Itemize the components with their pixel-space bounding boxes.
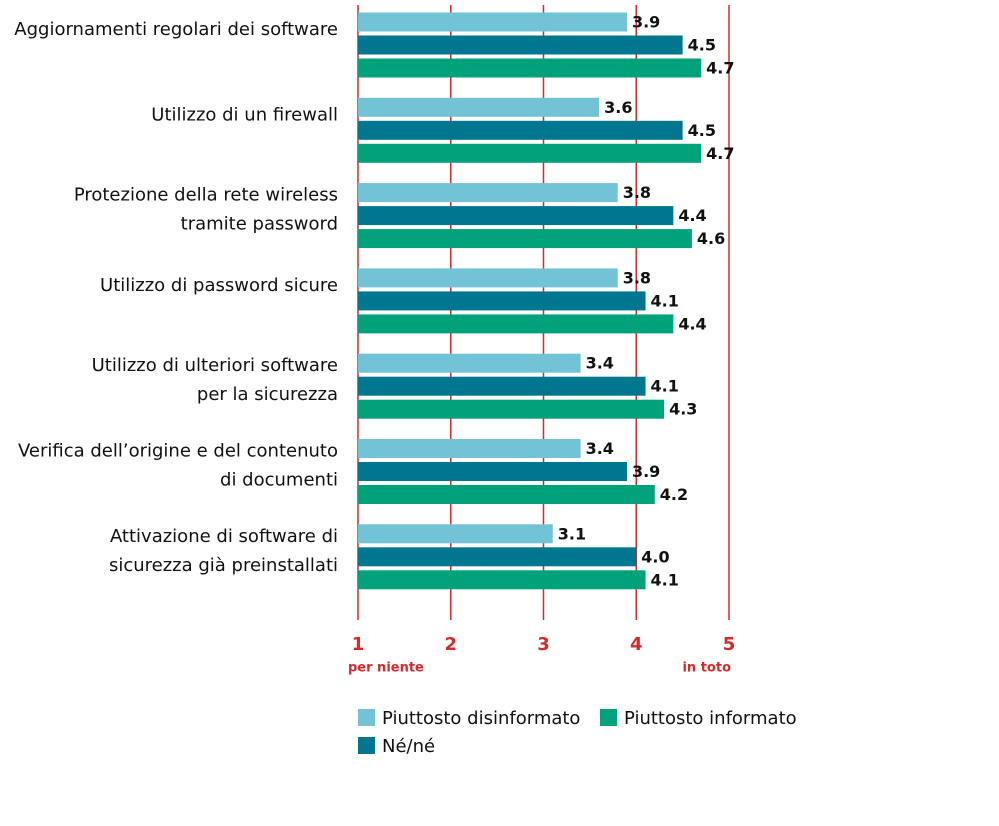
- value-label: 4.6: [697, 229, 725, 248]
- legend-swatch: [600, 709, 617, 726]
- value-label: 3.1: [558, 524, 586, 543]
- value-label: 4.5: [688, 36, 716, 55]
- value-label: 4.1: [651, 291, 679, 310]
- category-label: Attivazione di software di sicurezza già …: [109, 526, 338, 576]
- value-label: 4.3: [669, 400, 697, 419]
- bar: [358, 524, 553, 544]
- value-label: 4.7: [706, 144, 734, 163]
- x-tick-label: 5: [723, 634, 736, 655]
- x-max-label: in toto: [682, 661, 731, 676]
- legend-swatch: [358, 737, 375, 754]
- bar: [358, 229, 692, 249]
- legend-label: Né/né: [382, 736, 435, 757]
- value-label: 4.1: [651, 377, 679, 396]
- x-tick-label: 3: [537, 634, 550, 655]
- x-min-label: per niente: [348, 661, 424, 676]
- value-label: 3.4: [586, 354, 614, 373]
- bar: [358, 206, 674, 226]
- bar: [358, 291, 646, 311]
- bar: [358, 376, 646, 396]
- category-label: Utilizzo di password sicure: [100, 275, 338, 296]
- value-label: 3.6: [604, 98, 632, 117]
- bar: [358, 547, 637, 567]
- value-label: 4.5: [688, 121, 716, 140]
- legend-label: Piuttosto informato: [624, 708, 797, 729]
- bar: [358, 35, 683, 55]
- legend-swatch: [358, 709, 375, 726]
- value-label: 4.4: [678, 206, 706, 225]
- value-label: 3.9: [632, 13, 660, 32]
- category-label: Protezione della rete wireless tramite pa…: [74, 185, 338, 235]
- bar: [358, 143, 702, 163]
- legend-label: Piuttosto disinformato: [382, 708, 580, 729]
- category-label: Utilizzo di un firewall: [151, 104, 338, 125]
- bar: [358, 314, 674, 334]
- bar: [358, 97, 600, 117]
- bar: [358, 268, 618, 288]
- bar: [358, 12, 627, 32]
- value-label: 3.8: [623, 268, 651, 287]
- x-tick-label: 1: [352, 634, 365, 655]
- bar: [358, 462, 627, 481]
- bar: [358, 399, 665, 419]
- x-tick-label: 2: [444, 634, 457, 655]
- category-label: Utilizzo di ulteriori software per la sic…: [92, 355, 338, 405]
- x-tick-label: 4: [630, 634, 643, 655]
- value-label: 3.4: [586, 439, 614, 458]
- value-label: 3.9: [632, 462, 660, 481]
- value-label: 4.4: [678, 314, 706, 333]
- value-label: 3.8: [623, 183, 651, 202]
- bar: [358, 439, 581, 458]
- bar: [358, 120, 683, 140]
- bar: [358, 58, 702, 78]
- value-label: 4.1: [651, 570, 679, 589]
- value-label: 4.7: [706, 59, 734, 78]
- bar: [358, 183, 618, 203]
- bar: [358, 485, 655, 504]
- value-label: 4.2: [660, 485, 688, 504]
- value-label: 4.0: [641, 547, 669, 566]
- bar: [358, 353, 581, 373]
- category-label: Verifica dell’origine e del contenuto di …: [18, 441, 338, 491]
- bar: [358, 570, 646, 590]
- category-label: Aggiornamenti regolari dei software: [14, 19, 338, 40]
